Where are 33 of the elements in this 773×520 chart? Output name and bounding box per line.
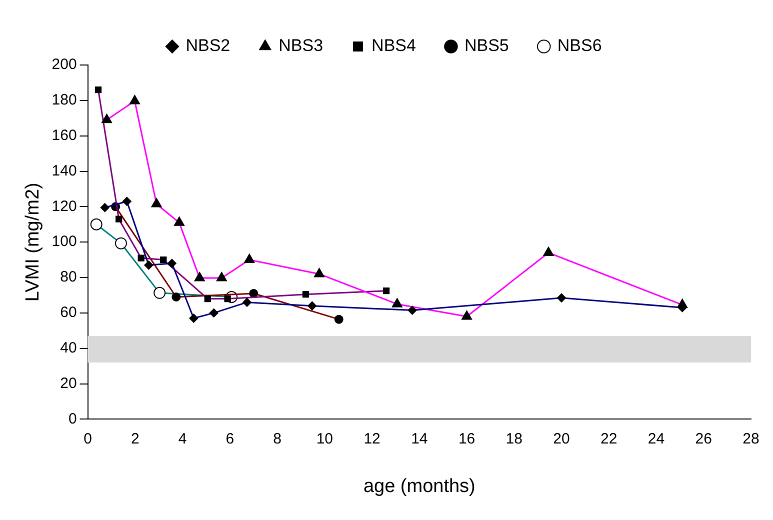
x-tick-label: 26: [695, 430, 712, 448]
y-axis-title: LVMI (mg/m2): [22, 182, 44, 302]
y-tick-label: 20: [60, 374, 77, 392]
legend-label: NBS2: [186, 36, 230, 56]
y-tick-label: 60: [60, 304, 77, 322]
x-tick-label: 12: [364, 430, 380, 448]
x-tick-label: 8: [273, 430, 282, 448]
legend-label: NBS5: [464, 36, 509, 56]
x-tick-label: 4: [178, 430, 187, 448]
x-tick-label: 18: [506, 430, 522, 448]
legend-label: NBS4: [372, 36, 416, 56]
x-tick-label: 24: [648, 430, 665, 448]
x-tick-label: 0: [84, 430, 92, 448]
x-tick-label: 22: [600, 430, 618, 448]
y-tick-label: 160: [52, 126, 77, 144]
x-tick-label: 14: [411, 430, 428, 448]
y-tick-label: 120: [52, 198, 77, 215]
y-tick-label: 100: [52, 233, 77, 250]
y-tick-label: 180: [52, 92, 77, 109]
x-tick-label: 28: [742, 430, 760, 448]
legend-label: NBS3: [278, 36, 324, 56]
y-tick-label: 0: [68, 410, 77, 428]
x-tick-label: 6: [226, 430, 234, 448]
x-tick-label: 2: [131, 430, 140, 448]
x-tick-label: 10: [316, 430, 334, 448]
y-tick-label: 80: [60, 268, 77, 286]
y-tick-label: 140: [52, 162, 77, 180]
x-tick-label: 20: [553, 430, 570, 448]
legend-label: NBS6: [557, 36, 602, 56]
x-axis-title: age (months): [363, 476, 476, 497]
y-tick-label: 200: [52, 56, 77, 74]
y-tick-label: 40: [60, 340, 77, 356]
x-tick-label: 16: [458, 430, 476, 448]
